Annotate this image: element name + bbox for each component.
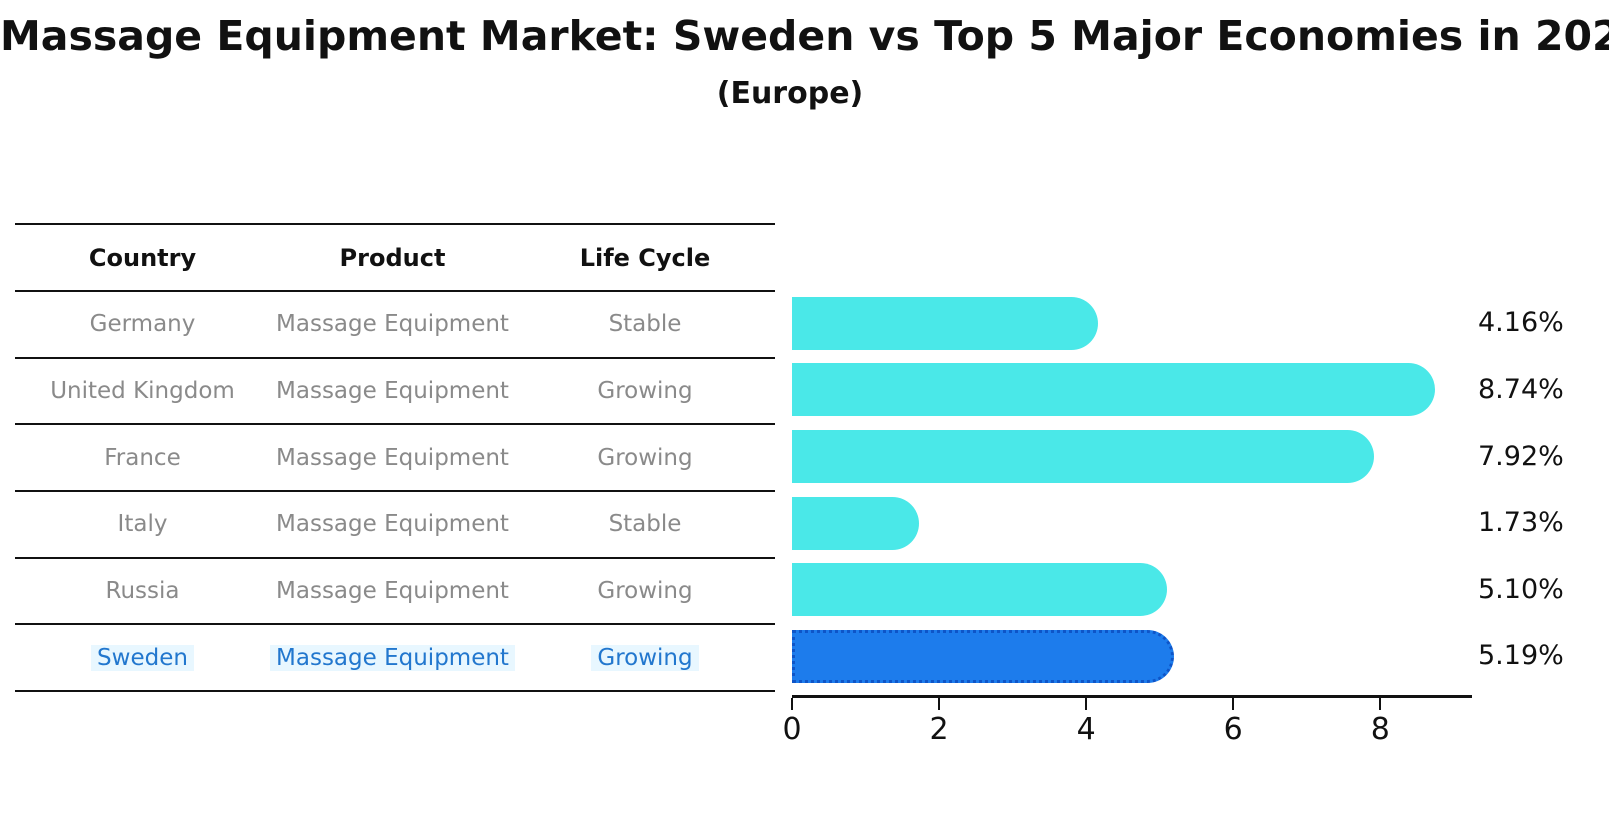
- cell-life-cycle: Growing: [597, 578, 693, 605]
- cell-country: Russia: [105, 578, 180, 605]
- table-row: Russia Massage Equipment Growing: [15, 559, 775, 626]
- x-axis-tick-label: 0: [782, 712, 802, 747]
- cell-country: Italy: [117, 511, 168, 538]
- cell-country: Sweden: [15, 644, 270, 671]
- bar-value-label: 4.16%: [1478, 307, 1564, 339]
- bar-value-label: 5.10%: [1478, 573, 1564, 605]
- table-header-row: Country Product Life Cycle: [15, 225, 775, 292]
- bar-row: [792, 556, 1470, 623]
- bar-highlight-sweden: [792, 629, 1174, 683]
- cell-country: France: [104, 444, 181, 471]
- cell-product: Massage Equipment: [270, 644, 515, 671]
- chart-subtitle: (Europe): [716, 76, 864, 111]
- cell-product: Massage Equipment: [276, 511, 509, 538]
- cell-country: Germany: [89, 311, 196, 338]
- x-axis-tick-label: 4: [1076, 712, 1096, 747]
- x-axis-tick: [1379, 698, 1382, 710]
- bar-row: [792, 490, 1470, 557]
- x-axis-tick: [1085, 698, 1088, 710]
- bar-row: [792, 623, 1470, 690]
- bar-france: [792, 429, 1375, 483]
- cell-life-cycle: Growing: [597, 444, 693, 471]
- bar-row: [792, 290, 1470, 357]
- table-row: France Massage Equipment Growing: [15, 425, 775, 493]
- cell-product: Massage Equipment: [276, 378, 509, 405]
- cell-life-cycle: Stable: [608, 511, 682, 538]
- x-axis-tick-label: 6: [1223, 712, 1243, 747]
- cell-life-cycle: Growing: [597, 378, 693, 405]
- table-row: Sweden Massage Equipment Growing: [15, 625, 775, 693]
- bar-united-kingdom: [792, 363, 1435, 417]
- bar-value-label: 1.73%: [1478, 507, 1564, 539]
- table-body: Germany Massage Equipment Stable United Kin…: [15, 292, 775, 693]
- table-row: United Kingdom Massage Equipment Growing: [15, 359, 775, 426]
- bar-italy: [792, 496, 920, 550]
- column-header-country: Country: [88, 243, 197, 272]
- x-axis-tick: [1232, 698, 1235, 710]
- bar-plot-area: [792, 290, 1470, 695]
- country-table: Country Product Life Cycle Germany Massag…: [15, 223, 775, 693]
- table-row: Italy Massage Equipment Stable: [15, 492, 775, 559]
- chart-title: Massage Equipment Market: Sweden vs Top …: [0, 12, 1609, 60]
- bar-germany: [792, 296, 1098, 350]
- cell-country: United Kingdom: [50, 378, 235, 405]
- bar-russia: [792, 563, 1167, 617]
- x-axis-tick-label: 2: [929, 712, 949, 747]
- column-header-life-cycle: Life Cycle: [579, 243, 711, 272]
- bar-value-label: 7.92%: [1478, 440, 1564, 472]
- x-axis-tick-label: 8: [1370, 712, 1390, 747]
- x-axis-line: [792, 695, 1472, 698]
- cell-product: Massage Equipment: [276, 311, 509, 338]
- bar-value-label: 8.74%: [1478, 373, 1564, 405]
- table-row: Germany Massage Equipment Stable: [15, 292, 775, 359]
- cell-life-cycle: Stable: [608, 311, 682, 338]
- cell-product: Massage Equipment: [276, 578, 509, 605]
- x-axis-tick: [791, 698, 793, 710]
- bar-row: [792, 357, 1470, 424]
- bar-value-label: 5.19%: [1478, 640, 1564, 672]
- cell-product: Massage Equipment: [276, 444, 509, 471]
- x-axis-tick: [938, 698, 941, 710]
- column-header-product: Product: [339, 243, 446, 272]
- cell-life-cycle: Growing: [515, 644, 775, 671]
- bar-row: [792, 423, 1470, 490]
